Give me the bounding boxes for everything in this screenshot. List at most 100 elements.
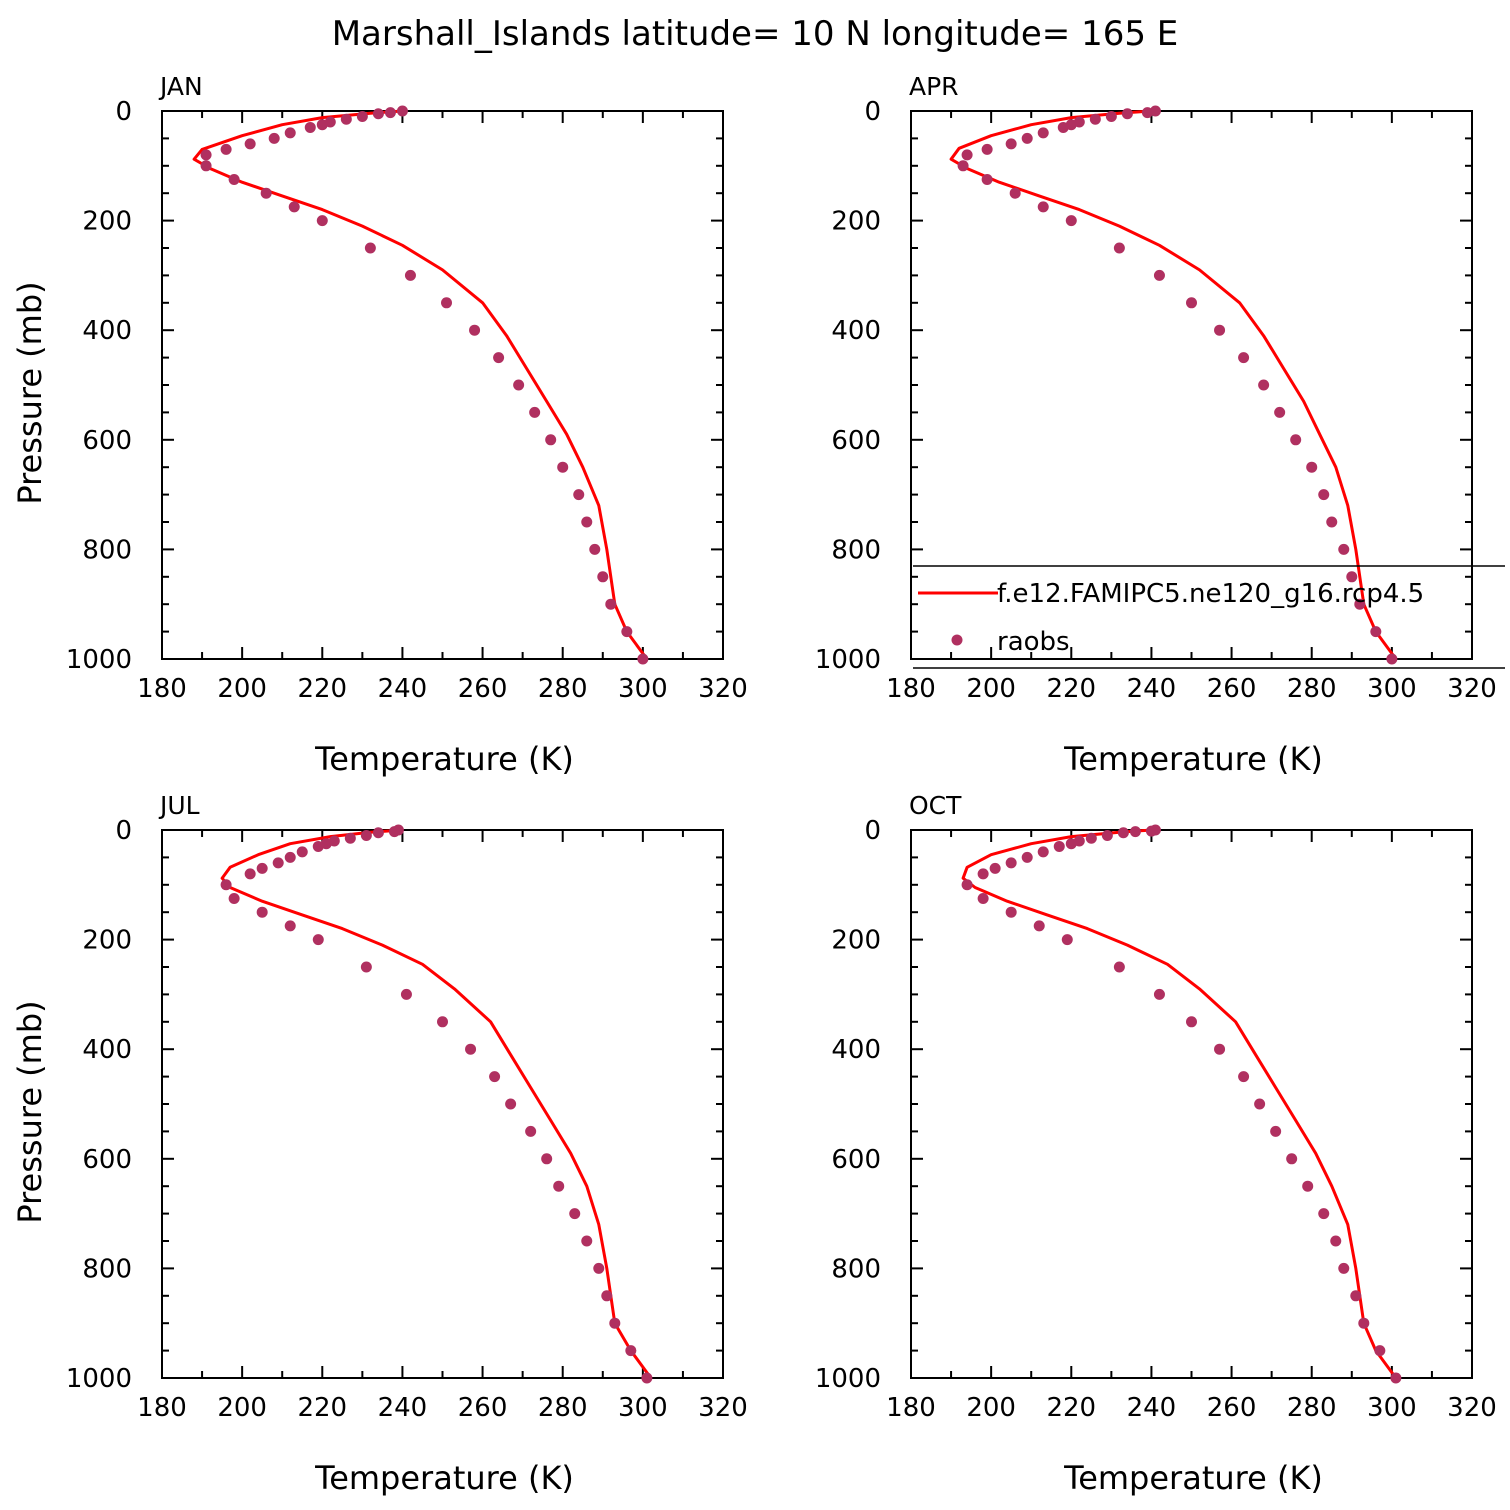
raobs-point: [1145, 825, 1157, 837]
panel-label: JUL: [158, 791, 200, 820]
raobs-point: [641, 1372, 653, 1384]
raobs-point: [220, 143, 232, 155]
y-tick-label: 0: [864, 816, 881, 846]
raobs-point: [1318, 1208, 1330, 1220]
raobs-point: [513, 379, 525, 391]
raobs-point: [637, 653, 649, 665]
x-tick-label: 280: [538, 1393, 588, 1423]
raobs-point: [1037, 846, 1049, 858]
raobs-point: [1286, 1153, 1298, 1165]
model-series-line: [961, 828, 1398, 1379]
raobs-point: [1238, 1071, 1250, 1083]
x-tick-label: 220: [1046, 674, 1096, 704]
y-tick-label: 200: [831, 207, 881, 237]
raobs-point: [316, 119, 328, 131]
x-tick-label: 260: [458, 1393, 508, 1423]
raobs-point: [1057, 121, 1069, 133]
raobs-point: [1346, 571, 1358, 583]
raobs-point: [1121, 108, 1133, 120]
x-tick-label: 280: [538, 674, 588, 704]
x-tick-label: 240: [1127, 1393, 1177, 1423]
legend-model-label: f.e12.FAMIPC5.ne120_g16.rcp4.5: [997, 579, 1424, 609]
panel-oct: 180 200 220 240 260 280 300 320 0 200 400 600 800 100…: [815, 791, 1497, 1497]
panel-label: JAN: [158, 72, 203, 101]
raobs-point: [1390, 1372, 1402, 1384]
x-tick-label: 200: [966, 674, 1016, 704]
raobs-point: [316, 215, 328, 227]
x-tick-label: 300: [618, 674, 668, 704]
plot-frame: [161, 829, 724, 1379]
raobs-point: [1037, 127, 1049, 139]
raobs-point: [1037, 201, 1049, 213]
raobs-point: [340, 113, 352, 125]
x-tick-label: 280: [1287, 1393, 1337, 1423]
raobs-point: [1258, 379, 1270, 391]
plot-frame: [161, 110, 724, 660]
y-tick-label: 400: [82, 316, 132, 346]
raobs-point: [1214, 1043, 1226, 1055]
y-tick-label: 0: [864, 97, 881, 127]
raobs-point: [284, 920, 296, 932]
model-series-line: [220, 828, 653, 1379]
raobs-point: [605, 598, 617, 610]
raobs-point: [441, 297, 453, 309]
y-tick-label: 800: [82, 535, 132, 565]
raobs-point: [621, 626, 633, 638]
y-tick-label: 600: [82, 426, 132, 456]
raobs-point: [1326, 516, 1338, 528]
raobs-point: [384, 107, 396, 119]
raobs-point: [625, 1345, 637, 1357]
model-series-line: [192, 109, 649, 660]
raobs-point: [437, 1016, 448, 1028]
raobs-point: [469, 324, 481, 336]
x-tick-label: 300: [1367, 1393, 1417, 1423]
raobs-point: [1009, 187, 1021, 199]
raobs-point: [1306, 461, 1318, 473]
raobs-point: [1021, 132, 1033, 144]
raobs-point: [1005, 138, 1017, 150]
x-tick-label: 200: [966, 1393, 1016, 1423]
raobs-point: [360, 961, 372, 973]
raobs-point: [344, 832, 356, 844]
x-tick-label: 280: [1287, 674, 1337, 704]
raobs-point: [396, 105, 408, 117]
y-tick-label: 600: [831, 1145, 881, 1175]
raobs-point: [312, 840, 324, 852]
y-tick-label: 1000: [815, 645, 881, 675]
x-tick-label: 180: [886, 674, 936, 704]
y-tick-label: 800: [831, 1254, 881, 1284]
x-tick-label: 240: [378, 1393, 428, 1423]
raobs-point: [1186, 1016, 1197, 1028]
raobs-point: [256, 906, 268, 918]
raobs-point: [1061, 934, 1073, 946]
x-tick-label: 220: [297, 674, 347, 704]
raobs-point: [1354, 598, 1366, 610]
raobs-point: [573, 489, 585, 501]
y-tick-label: 600: [82, 1145, 132, 1175]
raobs-point: [1254, 1098, 1266, 1110]
raobs-point: [260, 187, 272, 199]
raobs-point: [569, 1208, 581, 1220]
raobs-point: [609, 1317, 621, 1329]
raobs-point: [1005, 857, 1017, 869]
panel-apr: 180 200 220 240 260 280 300 320 0 200 400 600 800 100…: [815, 72, 1505, 778]
y-tick-label: 200: [82, 207, 132, 237]
raobs-point: [597, 571, 609, 583]
y-tick-label: 1000: [66, 1364, 132, 1394]
raobs-point: [1117, 827, 1129, 839]
x-tick-label: 300: [618, 1393, 668, 1423]
x-axis-label: Temperature (K): [314, 1459, 574, 1497]
panel-jan: 180 200 220 240 260 280 300 320 0 200 400 600 800 100…: [11, 72, 748, 778]
raobs-point: [1101, 829, 1113, 841]
x-tick-label: 240: [378, 674, 428, 704]
raobs-point: [961, 879, 973, 891]
y-tick-label: 0: [115, 816, 132, 846]
raobs-point: [589, 543, 601, 555]
raobs-point: [1053, 840, 1065, 852]
y-tick-label: 1000: [66, 645, 132, 675]
y-tick-label: 1000: [815, 1364, 881, 1394]
raobs-point: [981, 174, 993, 185]
x-tick-label: 320: [1447, 1393, 1497, 1423]
raobs-point: [268, 132, 280, 144]
x-tick-label: 320: [698, 674, 748, 704]
